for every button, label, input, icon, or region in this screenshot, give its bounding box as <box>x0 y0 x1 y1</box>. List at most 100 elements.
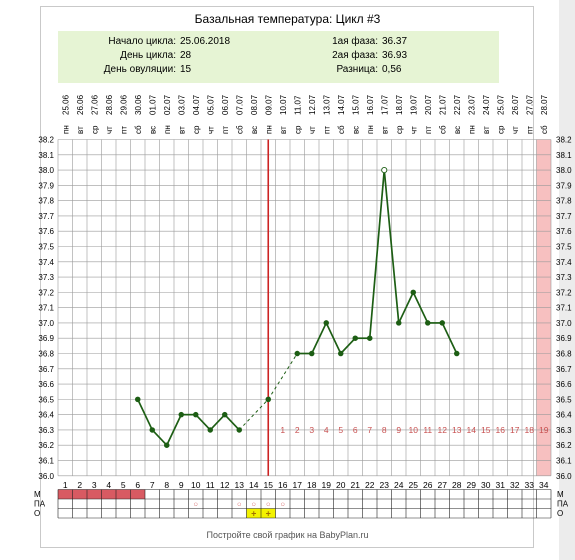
row-label-left: М <box>34 490 41 499</box>
row-label-right: М <box>557 490 564 499</box>
day-number: 19 <box>322 480 332 490</box>
weekday-label: вт <box>279 126 288 134</box>
date-label: 29.06 <box>119 94 128 115</box>
weekday-label: чт <box>206 126 215 134</box>
menstruation-cell <box>58 489 73 499</box>
o-mark: + <box>266 509 271 519</box>
weekday-label: пт <box>424 126 433 134</box>
pa-mark: ○ <box>251 500 256 509</box>
temperature-point <box>309 350 315 357</box>
day-number: 24 <box>394 480 404 490</box>
weekday-label: вт <box>177 126 186 134</box>
day-number: 30 <box>481 480 491 490</box>
temperature-segment <box>224 414 240 431</box>
y-tick-label-left: 37.6 <box>38 227 54 236</box>
temperature-segment <box>412 291 429 324</box>
date-label: 25.07 <box>496 94 505 115</box>
temperature-segment <box>397 291 415 324</box>
weekday-label: вт <box>76 126 85 134</box>
weekday-label: сб <box>438 125 447 134</box>
temperature-point <box>439 320 446 326</box>
luteal-day-label: 18 <box>525 425 535 435</box>
weekday-label: чт <box>511 126 520 134</box>
temperature-point <box>236 427 242 433</box>
weekday-label: сб <box>540 125 549 134</box>
pa-mark: ○ <box>193 500 198 509</box>
luteal-day-label: 13 <box>452 425 462 435</box>
y-tick-label-right: 36.1 <box>556 457 572 466</box>
footer-link[interactable]: Постройте свой график на BabyPlan.ru <box>206 530 369 540</box>
date-label: 02.07 <box>163 94 172 115</box>
weekday-label: ср <box>192 125 201 134</box>
cycle-day-value: 28 <box>180 50 192 61</box>
y-tick-label-right: 36.6 <box>556 380 572 389</box>
menstruation-cell <box>72 489 87 499</box>
luteal-day-label: 15 <box>481 425 491 435</box>
date-label: 30.06 <box>134 94 143 115</box>
y-tick-label-right: 37.6 <box>556 227 572 236</box>
y-tick-label-right: 36.0 <box>556 472 572 481</box>
y-tick-label-left: 37.8 <box>38 197 54 206</box>
temperature-segment <box>165 414 183 446</box>
weekday-label: пн <box>163 125 172 134</box>
weekday-label: чт <box>105 126 114 134</box>
temperature-point <box>221 411 228 418</box>
date-label: 23.07 <box>467 94 476 115</box>
day-number: 7 <box>150 480 155 490</box>
temperature-point <box>192 411 199 418</box>
weekday-label: пн <box>467 125 476 134</box>
y-tick-label-right: 37.5 <box>556 243 572 252</box>
y-tick-label-left: 36.3 <box>38 426 54 435</box>
day-number: 31 <box>496 480 506 490</box>
date-label: 26.06 <box>76 94 85 115</box>
date-label: 14.07 <box>337 94 346 115</box>
day-number: 4 <box>106 480 111 490</box>
y-tick-label-right: 37.1 <box>556 304 572 313</box>
temperature-point <box>265 396 272 403</box>
temperature-segment <box>340 337 356 355</box>
temperature-point <box>396 320 402 326</box>
temperature-point <box>454 350 460 357</box>
date-label: 16.07 <box>366 94 375 115</box>
day-number: 8 <box>164 480 169 490</box>
luteal-day-label: 2 <box>295 425 300 435</box>
weekday-label: ср <box>496 125 505 134</box>
ovulation-day-value: 15 <box>180 64 192 75</box>
day-number: 14 <box>249 480 259 490</box>
day-number: 15 <box>264 480 274 490</box>
temperature-segment <box>310 322 328 354</box>
date-label: 27.06 <box>90 94 99 115</box>
temperature-point <box>134 396 141 403</box>
day-number: 21 <box>351 480 361 490</box>
row-label-right: О <box>557 509 563 518</box>
day-number: 9 <box>179 480 184 490</box>
weekday-label: пт <box>221 126 230 134</box>
date-label: 19.07 <box>409 94 418 115</box>
date-label: 09.07 <box>264 94 273 115</box>
y-tick-label-right: 36.2 <box>556 441 572 450</box>
luteal-day-label: 19 <box>539 425 549 435</box>
y-tick-label-left: 37.0 <box>38 319 54 328</box>
luteal-day-label: 14 <box>467 425 477 435</box>
temperature-point <box>338 350 344 357</box>
y-tick-label-left: 36.8 <box>38 350 54 359</box>
cycle-day-label: День цикла: <box>120 50 176 61</box>
luteal-day-label: 17 <box>510 425 520 435</box>
weekday-label: ср <box>395 125 404 134</box>
weekday-label: пт <box>322 126 331 134</box>
weekday-label: сб <box>235 125 244 134</box>
date-label: 11.07 <box>293 95 302 115</box>
dashed-segment <box>238 399 269 431</box>
pa-mark: ○ <box>280 500 285 509</box>
date-label: 22.07 <box>453 94 462 115</box>
y-tick-label-left: 37.4 <box>38 258 54 267</box>
y-tick-label-left: 36.5 <box>38 395 54 404</box>
date-label: 06.07 <box>221 94 230 115</box>
temperature-point <box>425 320 431 326</box>
y-tick-label-left: 38.1 <box>38 151 54 160</box>
difference-value: 0,56 <box>382 64 402 75</box>
luteal-day-label: 8 <box>382 425 387 435</box>
y-tick-label-left: 38.2 <box>38 136 54 145</box>
y-tick-label-left: 37.2 <box>38 288 54 297</box>
